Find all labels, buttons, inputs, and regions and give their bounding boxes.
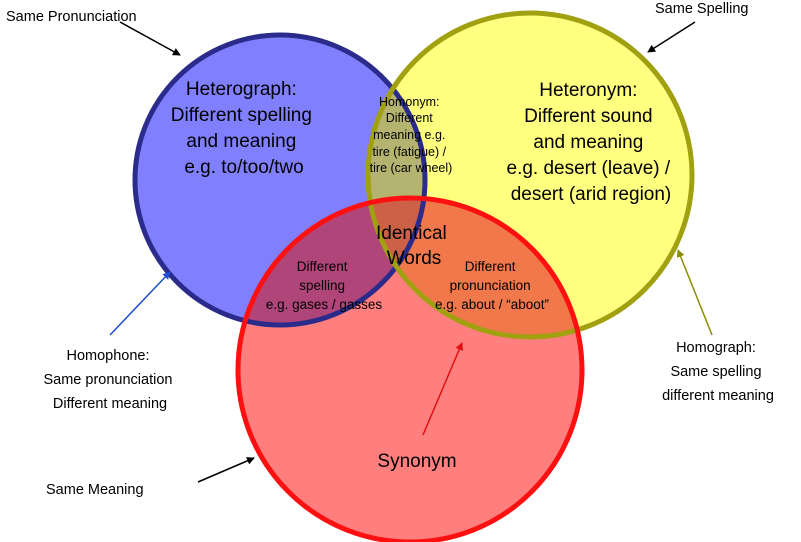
same-meaning-arrow xyxy=(197,457,255,483)
same-pronunciation-label: Same Pronunciation xyxy=(6,9,137,25)
meaning-circle-outline xyxy=(235,195,585,542)
overlap-pronunciation-meaning xyxy=(238,198,425,325)
homograph-line-1: Homograph: xyxy=(676,340,756,356)
synonym-arrow xyxy=(422,342,463,436)
different-spelling-label: Different spelling e.g. gases / gasses xyxy=(266,259,383,312)
diff-pronunciation-line-3: e.g. about / “aboot” xyxy=(435,297,549,312)
heteronym-line-2: Different sound xyxy=(524,106,653,127)
diff-pronunciation-line-2: pronunciation xyxy=(450,278,531,293)
same-pronunciation-arrow xyxy=(119,21,181,56)
homograph-line-3: different meaning xyxy=(662,388,774,404)
spelling-circle-outline xyxy=(365,10,695,340)
same-spelling-label: Same Spelling xyxy=(655,1,749,17)
homonym-line-2: Different xyxy=(386,111,434,125)
homonym-line-3: meaning e.g. xyxy=(373,128,445,142)
heterograph-line-4: e.g. to/too/two xyxy=(184,157,303,178)
homonym-label: Homonym: Different meaning e.g. tire (fa… xyxy=(370,95,453,175)
heteronym-line-4: e.g. desert (leave) / xyxy=(507,158,671,179)
heterograph-label: Heterograph: Different spelling and mean… xyxy=(171,79,317,178)
heterograph-line-2: Different spelling xyxy=(171,105,312,126)
identical-words-label: Identical Words xyxy=(376,223,452,269)
diff-spelling-line-2: spelling xyxy=(299,278,345,293)
same-meaning-label: Same Meaning xyxy=(46,482,144,498)
homograph-label: Homograph: Same spelling different meani… xyxy=(662,340,774,404)
synonym-label: Synonym xyxy=(377,451,456,472)
homophone-line-3: Different meaning xyxy=(53,396,167,412)
overlap-spelling-meaning xyxy=(368,198,582,337)
homonym-line-5: tire (car wheel) xyxy=(370,161,453,175)
different-pronunciation-label: Different pronunciation e.g. about / “ab… xyxy=(435,259,549,312)
same-spelling-arrow xyxy=(647,21,696,53)
homonym-line-4: tire (fatigue) / xyxy=(372,145,446,159)
heterograph-line-1: Heterograph: xyxy=(186,79,297,100)
homophone-line-1: Homophone: xyxy=(66,348,149,364)
homophone-label: Homophone: Same pronunciation Different … xyxy=(43,348,176,412)
heteronym-line-3: and meaning xyxy=(533,132,643,153)
pronunciation-circle-outline xyxy=(132,32,428,328)
diff-spelling-line-1: Different xyxy=(297,259,348,274)
heteronym-label: Heteronym: Different sound and meaning e… xyxy=(507,80,676,205)
heterograph-line-3: and meaning xyxy=(186,131,296,152)
identical-line-2: Words xyxy=(387,248,442,269)
heteronym-line-1: Heteronym: xyxy=(539,80,637,101)
homonym-line-1: Homonym: xyxy=(379,95,439,109)
diff-spelling-line-3: e.g. gases / gasses xyxy=(266,297,383,312)
homograph-line-2: Same spelling xyxy=(670,364,761,380)
homograph-arrow xyxy=(676,249,713,336)
identical-line-1: Identical xyxy=(376,223,447,244)
diff-pronunciation-line-1: Different xyxy=(465,259,516,274)
homophone-arrow xyxy=(109,271,171,336)
homophone-line-2: Same pronunciation xyxy=(43,372,172,388)
heteronym-line-5: desert (arid region) xyxy=(511,184,672,205)
